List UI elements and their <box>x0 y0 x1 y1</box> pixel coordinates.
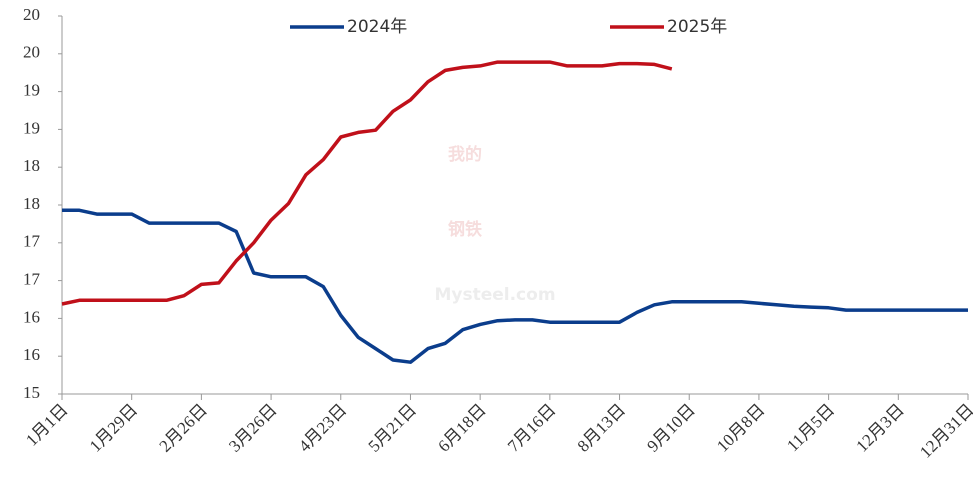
x-tick-label: 12月31日 <box>916 400 973 462</box>
y-tick-label: 16 <box>23 345 40 364</box>
x-tick-label: 5月21日 <box>365 400 421 456</box>
x-tick-label: 6月18日 <box>434 400 490 456</box>
x-tick-label: 3月26日 <box>225 400 281 456</box>
watermark: 我的 <box>448 144 482 165</box>
y-tick-label: 17 <box>23 232 41 251</box>
legend-label: 2024年 <box>347 17 407 37</box>
y-tick-label: 16 <box>23 307 40 326</box>
x-tick-label: 10月8日 <box>713 400 769 456</box>
y-tick-label: 15 <box>23 383 40 402</box>
x-tick-label: 11月5日 <box>783 400 838 455</box>
x-tick-label: 9月10日 <box>643 400 699 456</box>
legend-label: 2025年 <box>667 17 727 37</box>
y-tick-label: 19 <box>23 118 40 137</box>
x-tick-label: 8月13日 <box>574 400 630 456</box>
series-line <box>61 60 673 306</box>
x-tick-label: 2月26日 <box>155 400 211 456</box>
y-tick-label: 17 <box>23 270 41 289</box>
x-tick-label: 4月23日 <box>295 400 351 456</box>
x-tick-label: 1月1日 <box>22 400 71 449</box>
series-line <box>62 208 968 364</box>
watermark: 钢铁 <box>448 219 482 240</box>
y-tick-label: 19 <box>23 81 40 100</box>
y-tick-label: 20 <box>23 43 40 62</box>
y-tick-label: 18 <box>23 156 40 175</box>
y-tick-label: 20 <box>23 5 40 24</box>
x-tick-label: 7月16日 <box>504 400 560 456</box>
x-tick-label: 1月29日 <box>86 400 142 456</box>
y-tick-label: 18 <box>23 194 40 213</box>
watermark: Mysteel.com <box>434 285 555 305</box>
x-tick-label: 12月3日 <box>852 400 908 456</box>
